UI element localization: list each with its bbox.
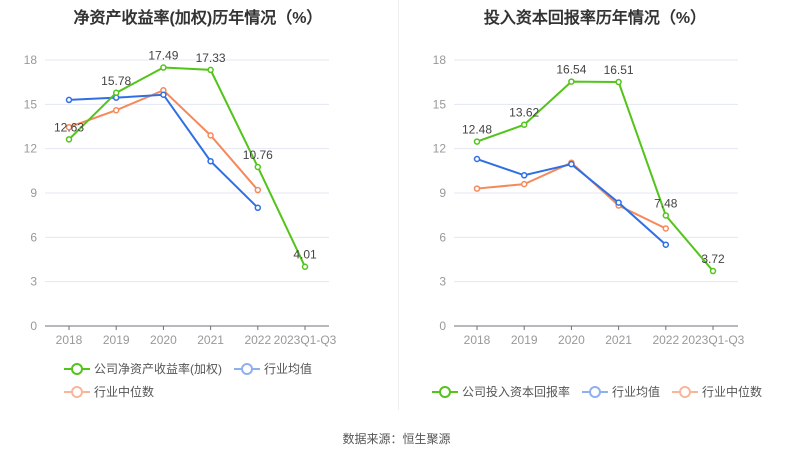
data-label: 4.01 [293,248,317,262]
data-point[interactable] [65,123,73,131]
data-point[interactable] [301,263,309,270]
series-line [476,158,667,246]
chart-divider [398,0,399,410]
data-point[interactable] [254,163,262,171]
y-tick-label: 18 [24,53,38,67]
roe-chart-title: 净资产收益率(加权)历年情况（%） [73,10,323,27]
data-point[interactable] [160,91,167,98]
data-point[interactable] [662,225,670,232]
data-label: 17.49 [148,49,178,63]
legend-line-icon [672,385,698,398]
data-point[interactable] [207,66,214,74]
data-label: 16.54 [556,63,586,77]
data-point[interactable] [568,78,575,85]
x-tick-label: 2021 [605,333,632,347]
roic-line-chart: 0 3 6 9 12 15 18 2018 2019 2020 2021 2022 2023Q1-Q3 1… [433,53,745,347]
legend-line-icon [64,362,90,375]
legend-label: 行业均值 [612,385,661,399]
y-tick-label: 0 [439,319,446,333]
legend-line-icon [582,385,608,398]
legend-item-industry-median[interactable]: 行业中位数 [64,383,154,400]
legend-label: 公司投入资本回报率 [462,385,571,399]
x-tick-label: 2022 [244,333,271,347]
roic-chart-title: 投入资本回报率历年情况（%） [483,10,707,27]
series-line [476,80,714,272]
legend-item-company-roic[interactable]: 公司投入资本回报率 [432,383,570,400]
data-source-note: 数据来源：恒生聚源 [342,432,451,446]
roe-line-chart: 0 3 6 9 12 15 18 2018 2019 2020 2021 2022 2023Q1-Q3 1… [24,49,337,347]
data-point[interactable] [520,121,528,128]
x-tick-label: 2019 [103,333,130,347]
legend-line-icon [64,385,90,398]
y-tick-label: 6 [439,230,446,244]
data-point[interactable] [112,89,120,97]
data-point[interactable] [615,199,622,206]
data-label: 17.33 [196,51,226,65]
y-tick-label: 15 [433,97,447,111]
legend-item-industry-median[interactable]: 行业中位数 [672,383,762,400]
legend-label: 行业中位数 [702,385,763,399]
legend-line-icon [432,385,458,398]
x-tick-label: 2020 [150,333,177,347]
data-label: 13.62 [509,106,539,120]
data-label: 12.48 [462,123,492,137]
x-tick-label: 2023Q1-Q3 [682,333,745,347]
x-tick-label: 2019 [511,333,538,347]
data-point[interactable] [254,204,262,212]
legend-label: 行业中位数 [94,385,155,399]
y-tick-label: 6 [30,230,37,244]
data-point[interactable] [254,186,262,194]
data-point[interactable] [65,96,73,104]
y-tick-label: 12 [433,142,447,156]
data-label: 10.76 [243,148,273,162]
legend-label: 公司净资产收益率(加权) [94,362,222,376]
data-label: 12.63 [54,120,84,134]
x-tick-label: 2023Q1-Q3 [274,333,337,347]
x-tick-label: 2021 [197,333,224,347]
y-tick-label: 3 [30,275,37,289]
legend-item-company-roe[interactable]: 公司净资产收益率(加权) [64,360,222,377]
data-point[interactable] [473,185,481,192]
data-point[interactable] [160,64,167,71]
data-point[interactable] [662,241,670,248]
data-point[interactable] [112,106,120,114]
y-tick-label: 0 [30,319,37,333]
data-point[interactable] [473,138,481,145]
y-tick-label: 12 [24,142,38,156]
data-label: 7.48 [654,196,678,210]
legend-line-icon [234,362,260,375]
data-label: 3.72 [701,252,725,266]
data-point[interactable] [520,180,528,188]
data-point[interactable] [473,155,481,163]
y-tick-label: 3 [439,275,446,289]
series-line [68,89,259,191]
data-point[interactable] [709,267,717,275]
data-point[interactable] [662,212,670,219]
data-point[interactable] [65,136,73,143]
legend-item-industry-mean[interactable]: 行业均值 [582,383,660,400]
data-point[interactable] [207,157,214,165]
y-tick-label: 18 [433,53,447,67]
x-tick-label: 2020 [558,333,585,347]
y-tick-label: 15 [24,97,38,111]
data-point[interactable] [615,78,622,86]
data-point[interactable] [520,172,528,179]
data-point[interactable] [568,160,575,168]
legend-label: 行业均值 [264,362,313,376]
x-tick-label: 2018 [464,333,491,347]
y-tick-label: 9 [439,186,446,200]
series-line [68,66,306,268]
y-tick-label: 9 [30,186,37,200]
x-tick-label: 2018 [56,333,83,347]
data-label: 15.78 [101,74,131,88]
legend-item-industry-mean[interactable]: 行业均值 [234,360,312,377]
data-point[interactable] [207,132,214,139]
data-label: 16.51 [604,63,634,77]
x-tick-label: 2022 [652,333,679,347]
